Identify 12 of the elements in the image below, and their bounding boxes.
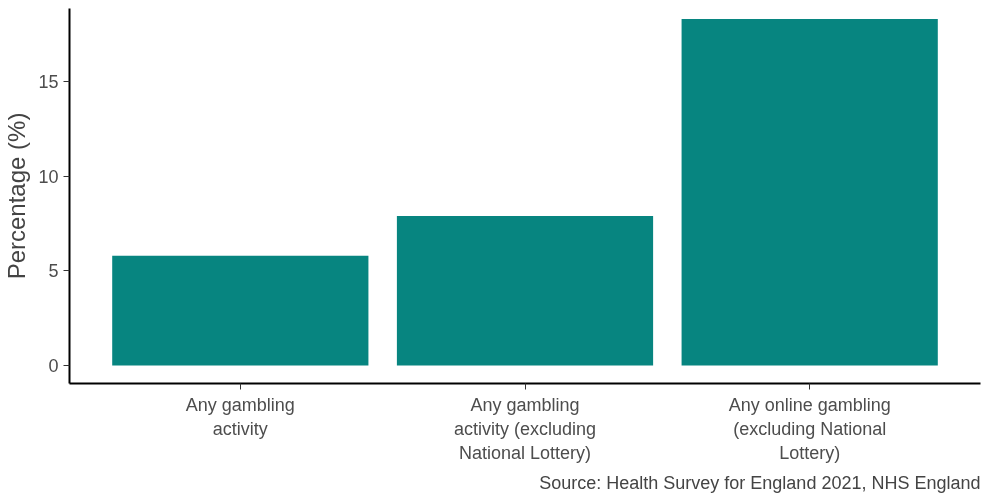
x-tick-label: Any gambling activity (excluding National Lottery) [453, 394, 597, 463]
y-tick-label: 15 [38, 71, 59, 92]
source-note: Source: Health Survey for England 2021, NHS England [539, 472, 981, 493]
bar [112, 255, 369, 366]
y-tick-label: 5 [48, 261, 59, 282]
bar [681, 18, 938, 366]
y-tick-label: 0 [48, 356, 59, 377]
x-tick-label: Any gambling activity [185, 394, 295, 439]
y-tick-label: 10 [38, 166, 59, 187]
y-axis-title: Percentage (%) [3, 112, 31, 280]
x-tick-label: Any online gambling (excluding National Lottery) [728, 394, 891, 463]
bar [396, 215, 654, 366]
